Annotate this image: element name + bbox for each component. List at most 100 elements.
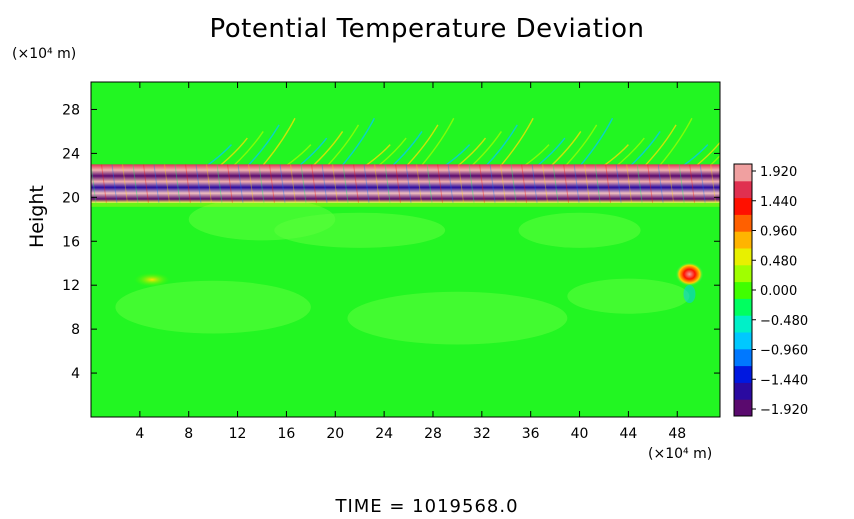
band-stripe <box>374 164 380 203</box>
colorbar-label: −1.920 <box>760 403 808 418</box>
x-tick-label: 4 <box>135 426 144 442</box>
light-patch <box>518 212 641 248</box>
band-stripe <box>710 164 717 203</box>
band-stripe <box>500 164 507 203</box>
chart-title: Potential Temperature Deviation <box>209 14 645 44</box>
band-stripe <box>521 164 528 203</box>
y-tick-label: 16 <box>62 234 80 250</box>
band-stripe <box>605 164 612 203</box>
x-tick-label: 8 <box>184 426 193 442</box>
band-stripe <box>300 164 307 203</box>
colorbar-segment <box>734 281 752 299</box>
x-tick-label: 48 <box>668 426 686 442</box>
band-stripe <box>594 164 601 203</box>
band-stripe <box>321 164 328 203</box>
band-stripe <box>269 164 275 203</box>
colorbar-label: −1.440 <box>760 373 808 388</box>
colorbar-label: 0.480 <box>760 254 797 269</box>
band-stripe <box>164 164 170 203</box>
band-stripe <box>216 164 223 203</box>
y-tick-label: 4 <box>71 366 80 382</box>
band-stripe <box>657 164 664 203</box>
x-tick-label: 24 <box>375 426 393 442</box>
x-tick-label: 36 <box>522 426 540 442</box>
cool-tail <box>683 284 696 303</box>
colorbar-label: 1.920 <box>760 165 797 180</box>
band-stripe <box>426 164 433 203</box>
colorbar-segment <box>734 348 752 367</box>
band-stripe <box>479 164 486 203</box>
colorbar-label: 1.440 <box>760 195 797 210</box>
band-stripe <box>311 164 317 203</box>
band-stripe <box>647 164 654 203</box>
band-stripe <box>290 164 296 203</box>
x-tick-label: 44 <box>619 426 637 442</box>
colorbar-segment <box>734 399 752 417</box>
colorbar-segment <box>734 365 752 383</box>
band-stripe <box>573 164 580 203</box>
band-stripe <box>678 164 685 203</box>
band-stripe <box>699 164 706 203</box>
warm-anomaly <box>675 262 704 287</box>
light-patch <box>274 212 446 248</box>
band-stripe <box>363 164 370 203</box>
colorbar-segment <box>734 332 752 350</box>
colorbar-label: 0.000 <box>760 284 797 299</box>
y-tick-label: 20 <box>62 190 80 206</box>
band-stripe <box>91 164 97 203</box>
y-tick-label: 8 <box>71 322 80 338</box>
warm-patch <box>134 272 171 287</box>
band-stripe <box>195 164 202 203</box>
band-stripe <box>174 164 181 203</box>
band-stripe <box>489 164 496 203</box>
band-stripe <box>227 164 233 203</box>
y-tick-label: 24 <box>62 146 80 162</box>
y-tick-label: 12 <box>62 278 80 294</box>
band-stripe <box>248 164 254 203</box>
band-stripe <box>615 164 622 203</box>
x-tick-label: 16 <box>278 426 296 442</box>
colorbar-segment <box>734 214 752 232</box>
colorbar-segment <box>734 197 752 215</box>
colorbar-segment <box>734 248 752 266</box>
band-stripe <box>542 164 549 203</box>
colorbar-label: 0.960 <box>760 225 797 240</box>
colorbar-segment <box>734 382 752 400</box>
band-stripe <box>584 164 591 203</box>
x-tick-label: 20 <box>326 426 344 442</box>
plot-frame <box>90 81 721 418</box>
band-stripe <box>468 164 475 203</box>
y-tick-label: 28 <box>62 102 80 118</box>
colorbar-label: −0.480 <box>760 314 808 329</box>
band-stripe <box>395 164 401 203</box>
band-stripe <box>132 164 139 203</box>
band-stripe <box>258 164 265 203</box>
band-stripe <box>101 164 107 203</box>
oscillating-band <box>91 164 720 203</box>
band-stripe <box>668 164 675 203</box>
x-unit-label: (×10⁴ m) <box>648 446 713 462</box>
colorbar-segment <box>734 298 752 316</box>
band-stripe <box>111 164 118 203</box>
band-stripe <box>143 164 149 203</box>
band-stripe <box>405 164 412 203</box>
band-stripe <box>626 164 633 203</box>
band-stripe <box>510 164 517 203</box>
x-tick-label: 40 <box>571 426 589 442</box>
y-unit-label: (×10⁴ m) <box>12 46 77 62</box>
band-stripe <box>563 164 570 203</box>
band-stripe <box>458 164 465 203</box>
band-stripe <box>416 164 422 203</box>
band-stripe <box>279 164 286 203</box>
band-lower-edge <box>91 202 720 207</box>
light-patch <box>347 291 568 345</box>
band-stripe <box>552 164 559 203</box>
band-stripe <box>332 164 338 203</box>
colorbar-segment <box>734 180 752 199</box>
x-tick-label: 12 <box>229 426 247 442</box>
light-patch <box>115 280 311 334</box>
band-stripe <box>353 164 359 203</box>
colorbar-segment <box>734 264 752 283</box>
colorbar-segment <box>734 164 752 182</box>
